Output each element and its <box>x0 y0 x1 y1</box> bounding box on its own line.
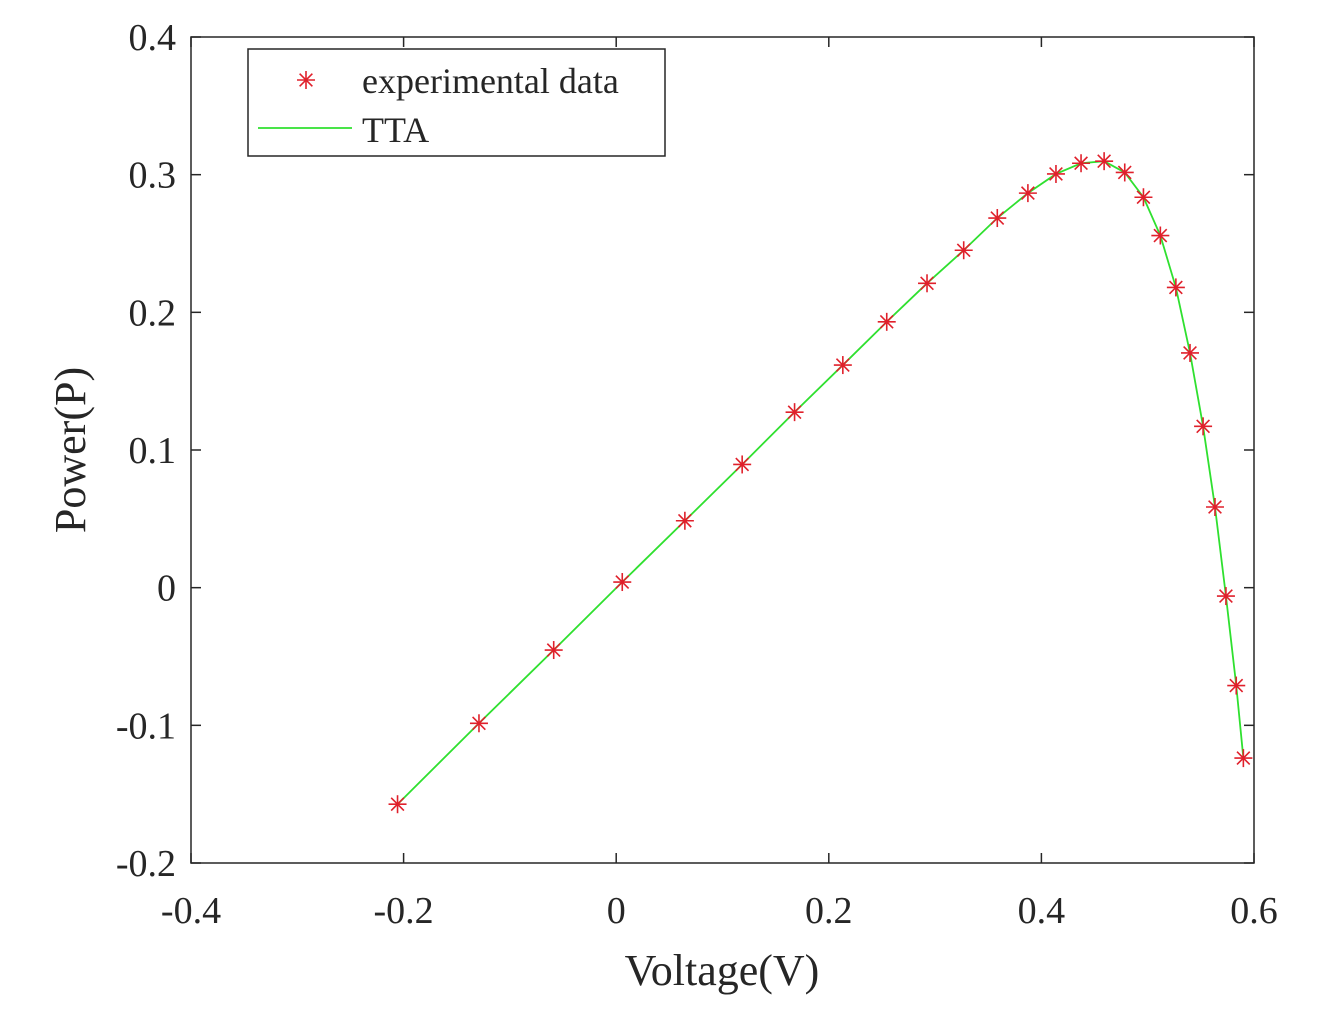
data-point <box>1227 676 1246 695</box>
legend-box <box>247 48 666 157</box>
data-point <box>1151 226 1170 245</box>
legend-label-experimental-data: experimental data <box>362 61 619 101</box>
data-point <box>544 641 563 660</box>
data-point <box>1181 343 1200 362</box>
y-tick-label: 0.2 <box>129 292 177 334</box>
data-point <box>1166 278 1185 297</box>
y-tick-label: 0.4 <box>129 17 177 59</box>
y-tick-label: 0.3 <box>129 155 177 197</box>
y-tick-label: -0.2 <box>116 843 176 885</box>
data-point <box>918 274 937 293</box>
data-point <box>785 403 804 422</box>
data-point <box>988 209 1007 228</box>
x-tick-label: 0.4 <box>1018 890 1066 932</box>
data-point <box>877 312 896 331</box>
legend-asterisk-icon <box>297 71 315 89</box>
data-point <box>954 241 973 260</box>
data-point <box>1234 749 1253 768</box>
legend: experimental data TTA <box>247 48 666 157</box>
plot-frame <box>190 36 1255 864</box>
data-point <box>1046 164 1065 183</box>
y-tick-label: 0.1 <box>129 430 177 472</box>
x-tick-label: 0.2 <box>805 890 853 932</box>
data-point <box>469 714 488 733</box>
series-line-tta <box>396 160 1245 805</box>
y-axis-title: Power(P) <box>46 367 95 533</box>
data-point <box>833 356 852 375</box>
x-axis-title: Voltage(V) <box>625 946 820 995</box>
y-tick-label: -0.1 <box>116 705 176 747</box>
data-point <box>1216 587 1235 606</box>
y-tick-label: 0 <box>157 568 176 610</box>
x-tick-label: -0.2 <box>374 890 434 932</box>
data-point <box>1134 188 1153 207</box>
plot-area <box>191 37 1254 863</box>
data-point <box>1194 417 1213 436</box>
x-tick-label: -0.4 <box>161 890 221 932</box>
series-layer <box>388 152 1253 814</box>
tick-labels: -0.4 -0.2 0 0.2 0.4 0.6 -0.2 -0.1 0 0.1 0.2 0.3 0.4 <box>116 17 1278 932</box>
x-tick-label: 0 <box>607 890 626 932</box>
data-point <box>675 511 694 530</box>
data-point <box>613 573 632 592</box>
data-point <box>733 455 752 474</box>
data-point <box>388 795 407 814</box>
legend-label-tta: TTA <box>362 110 429 150</box>
data-point <box>1115 163 1134 182</box>
legend-marker-experimental-data <box>297 71 315 89</box>
x-tick-label: 0.6 <box>1230 890 1278 932</box>
data-point <box>1018 184 1037 203</box>
data-point <box>1095 152 1114 171</box>
data-point <box>1072 154 1091 173</box>
data-point <box>1205 497 1224 516</box>
